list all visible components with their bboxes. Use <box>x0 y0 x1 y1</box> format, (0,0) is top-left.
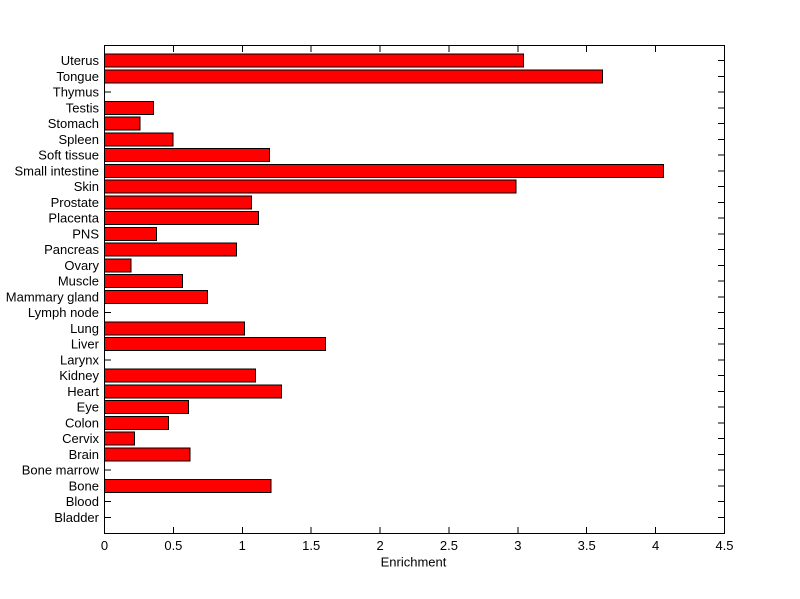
svg-text:3.5: 3.5 <box>578 538 596 553</box>
svg-text:Enrichment: Enrichment <box>381 555 447 570</box>
svg-text:2: 2 <box>376 538 383 553</box>
svg-text:1.5: 1.5 <box>302 538 320 553</box>
svg-text:Ovary: Ovary <box>64 258 99 273</box>
svg-text:Pancreas: Pancreas <box>44 242 99 257</box>
svg-text:Bone: Bone <box>69 478 99 493</box>
svg-text:Small intestine: Small intestine <box>14 163 99 178</box>
svg-text:2.5: 2.5 <box>440 538 458 553</box>
svg-text:0.5: 0.5 <box>164 538 182 553</box>
svg-text:Muscle: Muscle <box>58 274 99 289</box>
svg-text:Soft tissue: Soft tissue <box>38 148 99 163</box>
svg-text:Heart: Heart <box>67 384 99 399</box>
svg-text:PNS: PNS <box>72 226 99 241</box>
svg-text:Placenta: Placenta <box>48 211 99 226</box>
svg-text:Thymus: Thymus <box>53 85 100 100</box>
svg-text:3: 3 <box>514 538 521 553</box>
svg-text:1: 1 <box>239 538 246 553</box>
svg-text:Bladder: Bladder <box>54 510 99 525</box>
svg-text:0: 0 <box>101 538 108 553</box>
svg-text:Blood: Blood <box>66 494 99 509</box>
svg-text:Colon: Colon <box>65 415 99 430</box>
svg-text:Kidney: Kidney <box>59 368 99 383</box>
svg-text:4.5: 4.5 <box>715 538 733 553</box>
svg-text:Larynx: Larynx <box>60 352 100 367</box>
svg-text:Eye: Eye <box>77 400 99 415</box>
svg-text:Uterus: Uterus <box>61 53 100 68</box>
svg-text:Spleen: Spleen <box>59 132 99 147</box>
svg-text:Bone marrow: Bone marrow <box>22 463 100 478</box>
svg-text:Cervix: Cervix <box>62 431 99 446</box>
svg-text:Prostate: Prostate <box>51 195 99 210</box>
svg-text:Skin: Skin <box>74 179 99 194</box>
svg-text:Mammary gland: Mammary gland <box>6 289 99 304</box>
svg-text:Brain: Brain <box>69 447 99 462</box>
svg-text:4: 4 <box>652 538 659 553</box>
svg-text:Liver: Liver <box>71 337 100 352</box>
svg-text:Lung: Lung <box>70 321 99 336</box>
svg-text:Tongue: Tongue <box>56 69 99 84</box>
svg-text:Testis: Testis <box>66 100 100 115</box>
svg-text:Lymph node: Lymph node <box>28 305 99 320</box>
svg-text:Stomach: Stomach <box>48 116 99 131</box>
